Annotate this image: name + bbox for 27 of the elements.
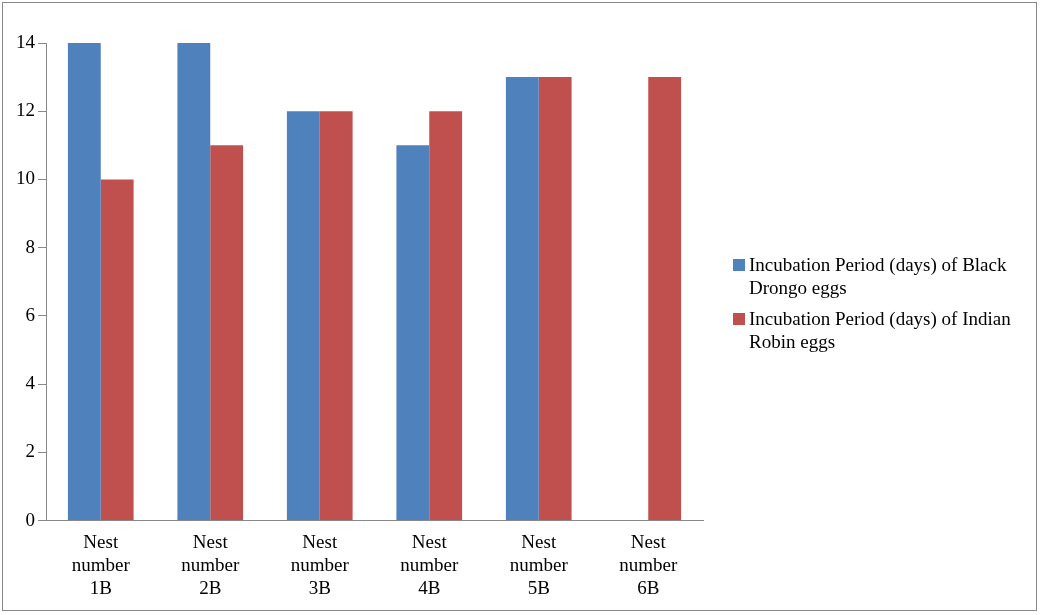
- y-tick-label: 14: [16, 30, 36, 52]
- x-tick-label: Nest number 2B: [181, 530, 240, 598]
- bar: [100, 179, 134, 521]
- bar: [538, 77, 572, 521]
- y-tick-label: 4: [25, 372, 36, 394]
- bar: [396, 145, 430, 521]
- x-tick-label: Nest number 3B: [290, 530, 350, 598]
- y-tick-label: 12: [16, 99, 35, 121]
- x-tick-label: Nest number 6B: [619, 530, 678, 598]
- y-tick-label: 6: [25, 303, 35, 325]
- bar: [648, 77, 682, 521]
- x-tick-label: Nest number 5B: [509, 530, 569, 598]
- x-tick-label: Nest number 1B: [71, 530, 131, 598]
- y-tick-label: 10: [16, 167, 35, 189]
- x-tick-label: Nest number 4B: [400, 530, 459, 598]
- legend-label: Incubation Period (days) of Indian Robin eggs: [749, 307, 1012, 353]
- bar: [286, 111, 320, 521]
- bar: [177, 43, 211, 521]
- y-tick-label: 8: [25, 235, 35, 257]
- y-tick-label: 2: [25, 440, 35, 462]
- y-tick-label: 0: [25, 508, 35, 530]
- bar: [67, 43, 101, 521]
- bar: [429, 111, 463, 521]
- legend-label: Incubation Period (days) of Black Drongo eggs: [749, 253, 1008, 299]
- bar: [505, 77, 539, 521]
- bar: [319, 111, 353, 521]
- bar: [210, 145, 244, 521]
